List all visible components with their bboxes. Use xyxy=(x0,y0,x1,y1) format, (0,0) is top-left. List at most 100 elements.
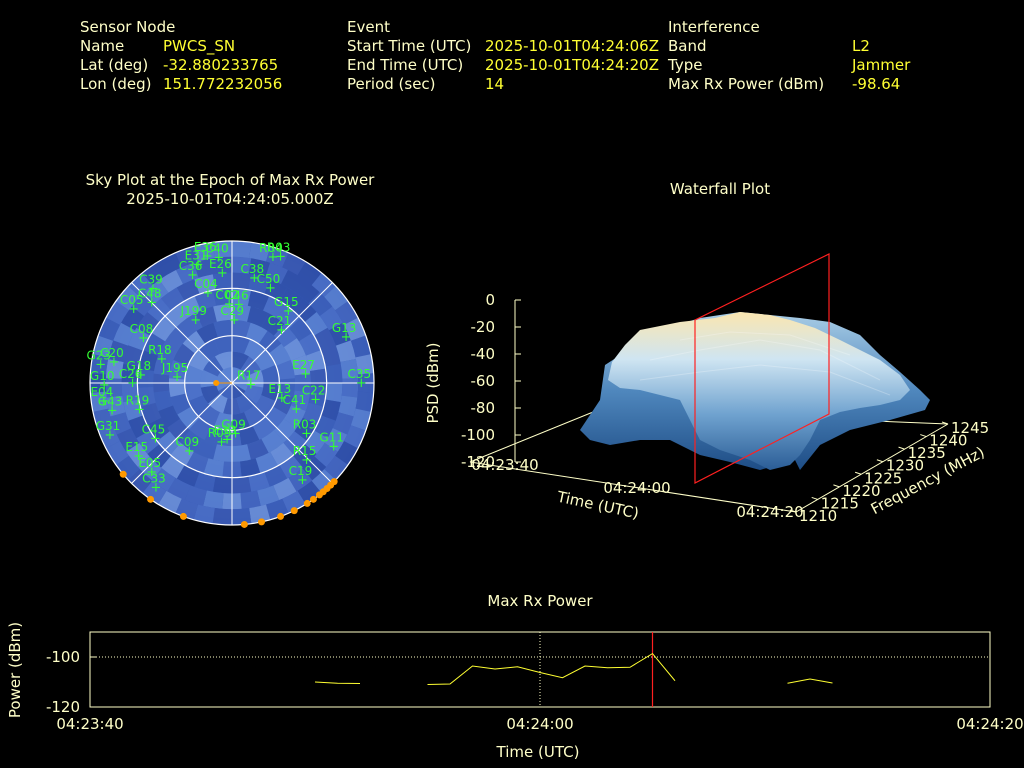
sky-cell xyxy=(121,383,139,403)
satellite-plus: + xyxy=(249,271,260,286)
sky-cell xyxy=(131,292,156,317)
sky-cell xyxy=(173,343,195,366)
satellite-marker: +C33 xyxy=(142,472,166,496)
sky-cell xyxy=(204,425,225,446)
sky-cell xyxy=(311,469,336,494)
sky-cell xyxy=(232,444,251,462)
maxrx-grid xyxy=(90,632,990,707)
satellite-label: R09 xyxy=(208,426,232,440)
sensor-node-heading: Sensor Node xyxy=(80,18,176,36)
satellite-plus: + xyxy=(216,435,227,450)
sky-cell xyxy=(350,408,372,431)
y-tick xyxy=(941,421,949,425)
satellite-marker: +J199 xyxy=(179,304,206,328)
sky-cell xyxy=(232,272,252,290)
sky-cell xyxy=(257,485,280,506)
satellite-plus: + xyxy=(229,313,240,328)
sky-cell xyxy=(329,322,351,346)
satellite-marker: +R18 xyxy=(148,343,172,367)
sky-cell xyxy=(194,290,217,311)
sky-cell xyxy=(248,258,271,278)
satellite-label: J199 xyxy=(179,304,206,318)
event-block: Event Start Time (UTC) 2025-10-01T04:24:0… xyxy=(347,18,667,94)
sky-cell xyxy=(151,468,176,492)
y-tick xyxy=(920,434,927,438)
satellite-marker: +G13 xyxy=(332,321,357,345)
sky-cell xyxy=(167,418,191,443)
sky-cell xyxy=(313,327,336,351)
satellite-label: G11 xyxy=(319,431,344,445)
power-series-segment xyxy=(314,681,361,684)
satellite-marker: +C36 xyxy=(179,259,203,283)
satellite-label: E26 xyxy=(209,257,232,271)
satellite-label: G10 xyxy=(90,369,115,383)
satellite-marker: +C45 xyxy=(142,423,166,447)
satellite-marker: +C05 xyxy=(120,293,144,317)
sky-cell xyxy=(106,395,126,417)
end-value: 2025-10-01T04:24:20Z xyxy=(485,56,659,74)
satellite-plus: + xyxy=(310,392,321,407)
sky-cell xyxy=(170,393,192,415)
y-tick xyxy=(898,446,905,450)
satellite-plus: + xyxy=(193,258,204,273)
z-tick-label: -40 xyxy=(471,345,496,363)
sky-cell xyxy=(261,430,285,453)
satellite-label: C26 xyxy=(119,367,143,381)
satellite-plus: + xyxy=(98,394,109,409)
satellite-plus: + xyxy=(134,403,145,418)
y-tick-label: 1240 xyxy=(929,432,967,450)
sky-cell xyxy=(283,405,306,428)
sky-cell xyxy=(263,296,287,319)
satellite-marker: +E26 xyxy=(209,257,232,281)
satellite-label: C08 xyxy=(130,322,154,336)
sky-cell xyxy=(232,241,252,258)
satellite-plus: + xyxy=(150,432,161,447)
sky-cell xyxy=(113,322,135,346)
sky-cell xyxy=(232,256,252,274)
type-label: Type xyxy=(668,56,703,74)
satellite-marker: +C26 xyxy=(119,367,143,391)
sky-cell xyxy=(193,504,215,524)
sky-cell xyxy=(158,405,181,428)
satellite-marker: +G43 xyxy=(98,395,123,419)
satellite-label: J195 xyxy=(161,361,188,375)
sky-cell xyxy=(335,340,356,362)
sky-cell xyxy=(295,279,320,304)
sky-cell xyxy=(212,508,232,525)
x-tick-label: 04:24:20 xyxy=(956,715,1023,733)
satellite-label: R04 xyxy=(259,241,283,255)
sky-cell xyxy=(203,490,224,509)
sky-cell xyxy=(108,340,129,362)
trajectory-point xyxy=(213,380,220,386)
satellite-marker: +G31 xyxy=(96,419,121,443)
satellite-marker: +E27 xyxy=(292,358,315,382)
sky-cell xyxy=(313,415,336,439)
sky-cell xyxy=(335,301,359,325)
sky-cell xyxy=(244,405,266,427)
satellite-plus: + xyxy=(230,426,241,441)
sky-cell xyxy=(254,395,276,417)
sky-cell xyxy=(208,393,228,414)
sky-cell xyxy=(140,402,162,425)
y-tick-label: 1215 xyxy=(821,494,859,512)
satellite-label: C33 xyxy=(142,472,166,486)
satellite-marker: +C02 xyxy=(215,288,239,312)
sky-cell xyxy=(158,338,181,361)
satellite-label: C41 xyxy=(283,393,307,407)
satellite-marker: +C40 xyxy=(205,241,229,265)
satellite-plus: + xyxy=(151,481,162,496)
end-label: End Time (UTC) xyxy=(347,56,464,74)
satellite-label: C46 xyxy=(225,288,249,302)
y-tick-label: 1220 xyxy=(842,482,880,500)
band-value: L2 xyxy=(852,37,870,55)
satellite-marker: +C46 xyxy=(225,288,249,312)
satellite-plus: + xyxy=(233,297,244,312)
sky-cell xyxy=(335,441,359,465)
sky-grid xyxy=(89,240,375,526)
sky-cell xyxy=(147,417,170,441)
sky-cell xyxy=(115,286,140,311)
sky-cell xyxy=(247,290,270,311)
maxrx-value: -98.64 xyxy=(852,75,901,93)
satellite-plus: + xyxy=(328,440,339,455)
